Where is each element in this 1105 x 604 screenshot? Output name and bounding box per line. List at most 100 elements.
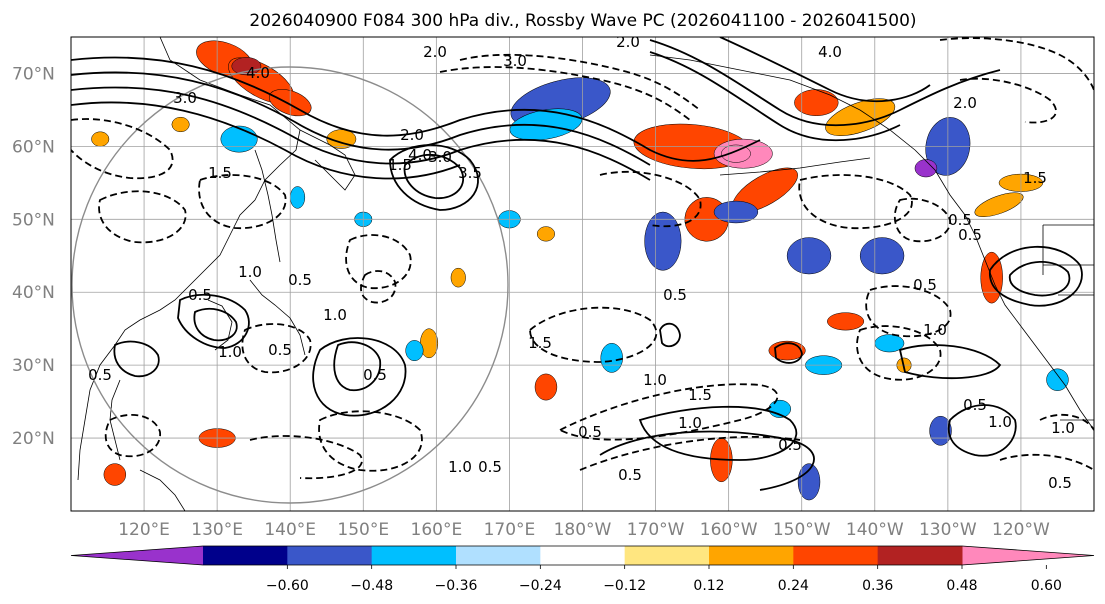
- contour-label: 0.5: [578, 423, 602, 441]
- contour-label: 3.5: [458, 164, 482, 182]
- contour-label: 1.0: [218, 343, 242, 361]
- coastlines: [77, 37, 1094, 511]
- shaded-cell-30: [600, 343, 623, 373]
- lon-tick-label: 140°W: [846, 520, 904, 540]
- contour-label: 0.5: [288, 271, 312, 289]
- colorbar-tick-label: −0.12: [603, 578, 646, 594]
- colorbar-tick-label: 0.12: [693, 578, 724, 594]
- contour-label: 0.5: [913, 276, 937, 294]
- shaded-cell-11: [644, 211, 682, 271]
- colorbar-segment-6: [709, 546, 794, 565]
- shaded-cell-24: [171, 116, 190, 133]
- latitude-labels: 70°N 60°N 50°N 40°N 30°N 20°N: [12, 64, 55, 449]
- contour-label: 1.0: [678, 414, 702, 432]
- colorbar-segment-8: [877, 546, 963, 565]
- contour-label: 0.5: [88, 366, 112, 384]
- contour-label: 4.0: [408, 146, 432, 164]
- lat-tick-label: 50°N: [12, 210, 55, 230]
- contour-label: 0.5: [778, 436, 802, 454]
- contour-label: 0.5: [618, 466, 642, 484]
- colorbar-segment-3: [456, 546, 541, 565]
- shaded-cell-18: [713, 200, 759, 224]
- shaded-cell-43: [289, 186, 306, 209]
- lat-tick-label: 60°N: [12, 137, 55, 157]
- map-area: 3.04.03.02.03.53.02.01.51.54.02.01.01.0 0…: [71, 33, 1094, 511]
- contour-label: 1.0: [643, 371, 667, 389]
- shaded-cell-22: [220, 125, 258, 153]
- contour-label: 1.5: [388, 156, 412, 174]
- colorbar-tick-label: −0.48: [350, 578, 393, 594]
- map-frame: [70, 36, 1095, 512]
- contour-label: 0.5: [188, 286, 212, 304]
- shaded-cell-13: [825, 98, 896, 137]
- colorbar-extend-high: [962, 546, 1094, 565]
- gridlines: [71, 37, 1094, 511]
- shaded-cell-27: [450, 267, 466, 288]
- positive-contours: [71, 37, 1083, 491]
- shaded-cell-20: [974, 192, 1024, 217]
- lon-tick-label: 160°E: [411, 520, 463, 540]
- contour-label: 0.5: [948, 211, 972, 229]
- reference-circle: [71, 66, 509, 504]
- colorbar-tick-label: 0.24: [778, 578, 809, 594]
- colorbar-outline: [70, 545, 1095, 566]
- lon-tick-label: 160°W: [700, 520, 758, 540]
- contour-label: 1.5: [1023, 169, 1047, 187]
- negative-contours: [71, 37, 1094, 480]
- colorbar-tick-label: 0.60: [1031, 578, 1062, 594]
- colorbar-tick-label: −0.24: [519, 578, 562, 594]
- colorbar-segment-7: [793, 546, 879, 565]
- contour-label: 3.0: [428, 148, 452, 166]
- contour-label: 2.0: [400, 126, 424, 144]
- lon-tick-label: 150°W: [773, 520, 831, 540]
- chart-title: 2026040900 F084 300 hPa div., Rossby Wav…: [249, 11, 916, 31]
- colorbar-segment-4: [540, 546, 626, 565]
- shaded-cell-37: [103, 463, 127, 486]
- colorbar-segment-5: [624, 546, 710, 565]
- lat-tick-label: 70°N: [12, 64, 55, 84]
- contour-label: 1.0: [323, 306, 347, 324]
- lon-tick-label: 130°E: [191, 520, 243, 540]
- lon-tick-label: 180°W: [554, 520, 612, 540]
- shaded-cell-35: [797, 463, 821, 501]
- lon-tick-label: 150°E: [337, 520, 389, 540]
- contour-label: 0.5: [663, 286, 687, 304]
- colorbar-extend-low: [71, 546, 203, 565]
- colorbar-segment-1: [287, 546, 373, 565]
- contour-label: 0.5: [958, 226, 982, 244]
- contour-label: 1.0: [238, 263, 262, 281]
- contour-label: 3.0: [503, 52, 527, 70]
- contour-label: 0.5: [363, 366, 387, 384]
- colorbar-tick-label: −0.60: [266, 578, 309, 594]
- lon-tick-label: 170°E: [484, 520, 536, 540]
- lon-tick-label: 140°E: [264, 520, 316, 540]
- shaded-cell-15: [914, 159, 938, 178]
- contour-label: 3.0: [173, 89, 197, 107]
- shaded-cell-29: [534, 373, 558, 401]
- colorbar: −0.60 −0.48 −0.36 −0.24 −0.12 0.12 0.24 0.36 0.4…: [70, 545, 1095, 594]
- contour-label: 2.0: [616, 33, 640, 51]
- lon-tick-label: 120°E: [118, 520, 170, 540]
- colorbar-segment-2: [371, 546, 457, 565]
- contour-label: 1.5: [208, 164, 232, 182]
- contour-label: 2.0: [423, 43, 447, 61]
- contour-label: 2.0: [953, 94, 977, 112]
- colorbar-segment-0: [203, 546, 288, 565]
- contour-label: 1.0: [1051, 419, 1075, 437]
- lat-tick-label: 40°N: [12, 283, 55, 303]
- lat-tick-label: 20°N: [12, 429, 55, 449]
- lat-tick-label: 30°N: [12, 356, 55, 376]
- shaded-cell-16: [859, 237, 905, 275]
- shaded-cell-33: [827, 312, 865, 331]
- contour-label: 0.5: [1048, 474, 1072, 492]
- colorbar-tick-label: −0.36: [435, 578, 478, 594]
- contour-label: 1.5: [688, 386, 712, 404]
- contour-label: 0.5: [478, 458, 502, 476]
- contour-label: 4.0: [246, 64, 270, 82]
- shaded-cell-40: [1046, 368, 1069, 391]
- lon-tick-label: 120°W: [992, 520, 1050, 540]
- contour-label: 1.0: [988, 413, 1012, 431]
- contour-label: 1.5: [528, 334, 552, 352]
- colorbar-tick-label: 0.48: [946, 578, 977, 594]
